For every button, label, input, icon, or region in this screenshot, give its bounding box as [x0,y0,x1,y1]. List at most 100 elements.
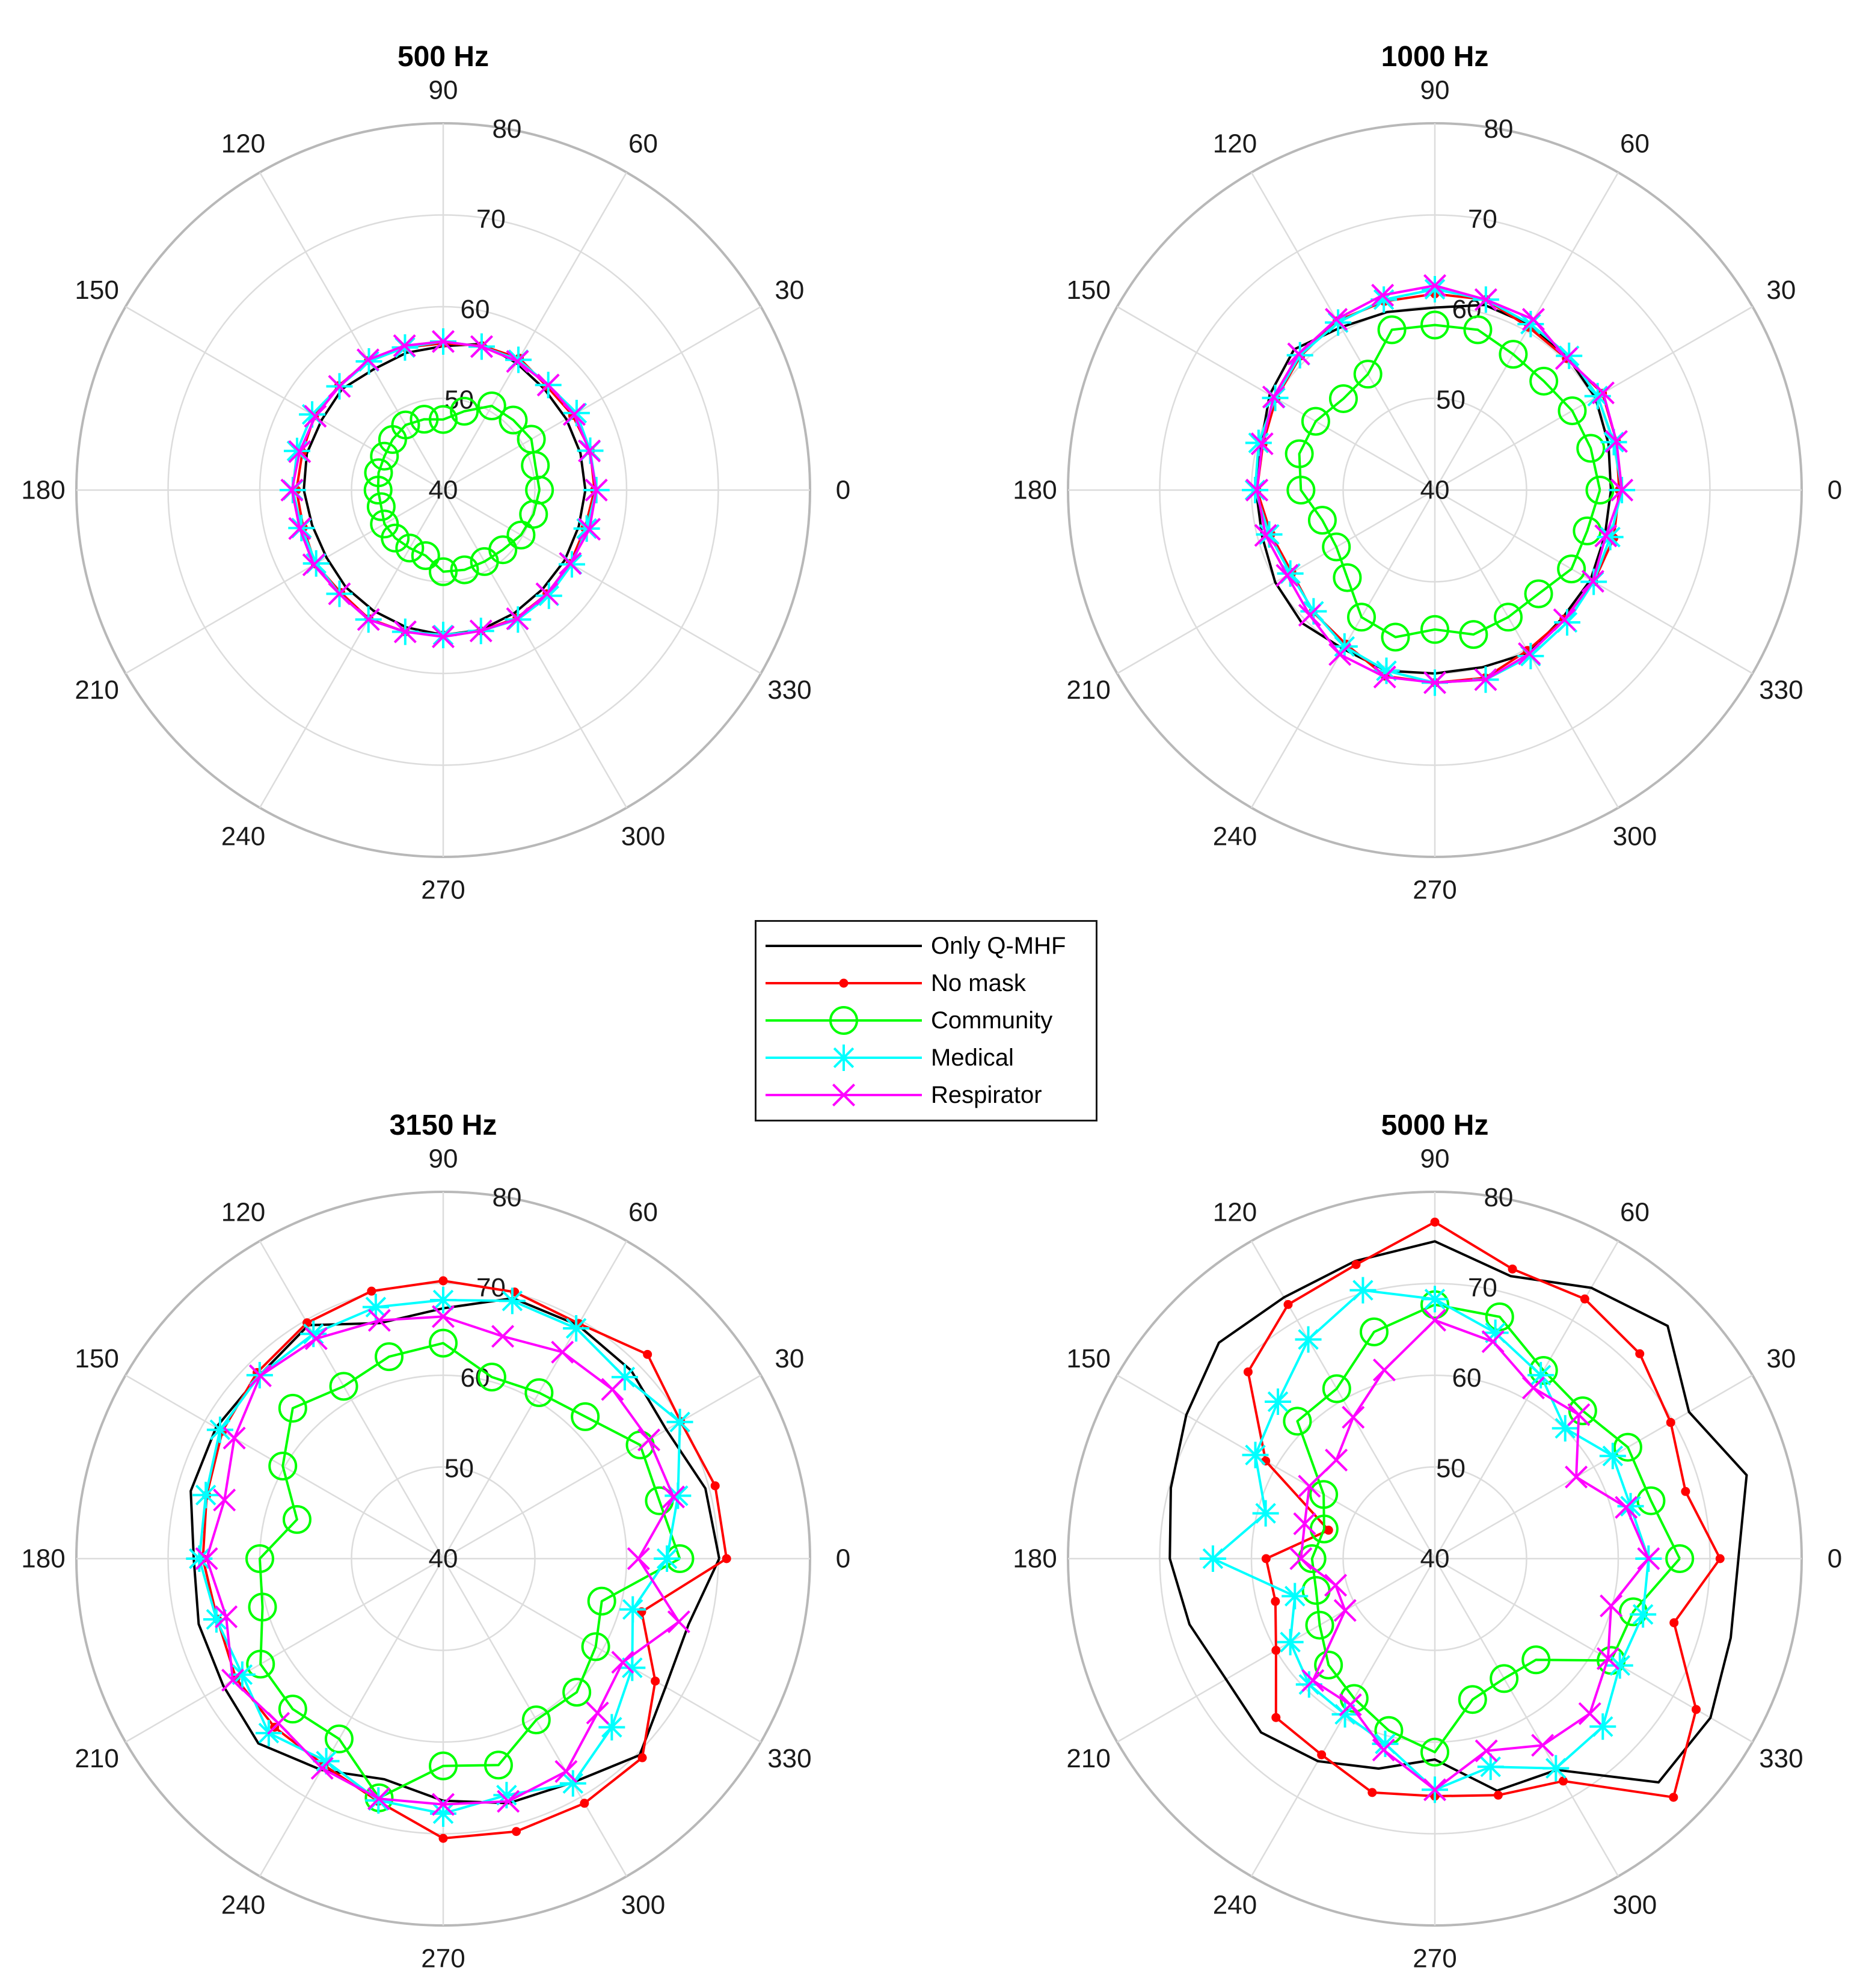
polar-grid [1067,122,1803,858]
radial-label-80: 80 [492,1183,521,1212]
series-respirator [1245,274,1634,695]
data-point-respirator-150 [304,405,327,428]
data-point-medical-240 [1331,633,1358,660]
data-point-respirator-270 [431,1793,455,1816]
series-no-mask [1243,1217,1725,1802]
data-point-respirator-0 [627,1547,650,1571]
data-point-respirator-75 [470,335,493,358]
angle-label-330: 330 [767,1744,811,1773]
angle-label-270: 270 [1413,876,1456,905]
data-point-medical-165 [192,1482,219,1509]
data-point-respirator-225 [328,582,351,606]
data-point-respirator-105 [367,1308,391,1332]
data-point-community-225 [1314,1650,1343,1680]
data-point-community-15 [1576,434,1606,463]
series-line-community [1296,1303,1681,1753]
data-point-community-195 [366,492,396,521]
data-point-community-135 [1283,1407,1312,1436]
angle-labels: 0 30 60 90 120 150 180 210 240 270 300 330 [21,1144,850,1974]
data-point-community-315 [1521,1645,1551,1675]
data-point-respirator-315 [1553,608,1576,631]
data-point-community-165 [364,458,393,488]
data-point-respirator-120 [304,1327,328,1351]
angle-label-30: 30 [1766,1344,1796,1373]
data-point-respirator-105 [1371,283,1395,307]
radial-label-50: 50 [444,1453,474,1483]
data-point-community-180 [1286,476,1316,505]
data-point-medical-165 [1245,429,1272,456]
data-point-community-90 [429,1328,458,1358]
data-point-community-105 [410,405,439,434]
data-point-medical-60 [563,1315,590,1342]
data-point-community-225 [1333,563,1362,592]
angle-label-210: 210 [75,675,118,705]
data-point-respirator-330 [1581,569,1604,593]
data-point-community-45 [499,405,528,435]
polar-grid [75,122,811,858]
radial-label-40: 40 [429,476,458,505]
angle-label-0: 0 [836,1544,850,1574]
data-point-community-240 [324,1724,354,1753]
data-point-respirator-45 [1555,347,1578,370]
data-point-respirator-60 [506,350,529,373]
angle-label-330: 330 [1759,675,1803,705]
data-point-respirator-195 [215,1605,238,1628]
data-point-medical-330 [619,1654,646,1681]
data-point-no-mask-105 [367,1286,376,1296]
legend-swatch-no-mask [766,978,922,988]
series-respirator [280,330,608,649]
data-point-community-210 [1305,1610,1334,1640]
data-point-medical-240 [1331,1701,1358,1728]
data-point-community-30 [1613,1432,1642,1462]
data-point-respirator-330 [611,1651,634,1674]
angle-label-120: 120 [221,1198,265,1227]
data-point-no-mask-330 [651,1677,660,1686]
data-point-respirator-300 [506,607,529,630]
angle-label-90: 90 [1420,76,1450,105]
data-point-community-225 [381,523,410,553]
angle-label-60: 60 [628,1198,658,1227]
data-point-community-75 [477,1363,506,1392]
data-point-respirator-270 [1423,671,1447,695]
data-point-community-330 [581,1632,610,1661]
data-point-medical-135 [1265,1388,1292,1416]
radial-label-50: 50 [1436,385,1466,414]
data-point-respirator-270 [1423,1778,1447,1802]
legend-label-only-qmhf: Only Q-MHF [931,933,1066,959]
polar-plot-3150hz: 0306090120150180210240270300330405060708… [21,1109,850,1974]
data-point-community-60 [1499,340,1528,369]
grid-spoke [442,172,628,491]
data-point-no-mask-180 [1261,1554,1271,1563]
data-point-respirator-285 [1475,1739,1498,1763]
data-point-no-mask-0 [1715,1554,1725,1563]
data-point-respirator-90 [431,330,455,353]
data-point-respirator-285 [469,619,493,643]
legend-item-no-mask: No mask [757,965,1096,1001]
data-point-community-180 [363,476,393,505]
data-point-community-180 [1297,1544,1327,1573]
data-point-community-315 [488,535,518,565]
data-point-community-75 [1463,315,1493,345]
data-point-no-mask-60 [1580,1294,1589,1304]
series-line-community [259,1342,681,1799]
data-point-medical-60 [1527,1361,1555,1388]
angle-label-300: 300 [1613,821,1657,851]
data-point-respirator-120 [1325,308,1348,331]
radial-label-70: 70 [1468,1273,1497,1302]
angle-label-0: 0 [1828,476,1842,505]
grid-spoke [1434,1557,1753,1743]
legend-label-no-mask: No mask [931,970,1026,996]
data-point-no-mask-90 [1430,1217,1440,1227]
angle-label-210: 210 [75,1744,118,1773]
grid-spoke [259,1241,444,1559]
data-point-respirator-330 [559,551,582,575]
grid-spoke [1434,1374,1753,1560]
data-point-no-mask-255 [1367,1788,1377,1797]
angle-label-150: 150 [75,1344,118,1373]
grid-spoke [443,1374,761,1560]
angle-label-210: 210 [1066,675,1110,705]
data-point-community-285 [1458,1685,1487,1714]
